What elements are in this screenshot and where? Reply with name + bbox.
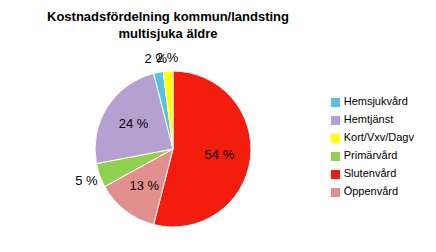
html-text:Kostnadsfördelning kommun/land: Kostnadsfördelning kommun/landsting mult…: [47, 9, 289, 41]
svg-text:54 %: 54 %: [205, 147, 235, 162]
html-text:Hemsjukvård: Hemsjukvård: [343, 95, 408, 107]
html-text:Hemtjänst: Hemtjänst: [343, 113, 394, 125]
svg-text:13 %: 13 %: [129, 178, 159, 193]
html-text:Kort/Vxv/Dagv: Kort/Vxv/Dagv: [343, 131, 414, 143]
svg-text:24 %: 24 %: [119, 116, 149, 131]
html-text:Slutenvård: Slutenvård: [343, 167, 397, 179]
html-text:Öppenvård: Öppenvård: [343, 185, 399, 197]
svg-text:2 %: 2 %: [156, 50, 179, 65]
svg-text:5 %: 5 %: [75, 173, 98, 188]
html-text:Primärvård: Primärvård: [343, 149, 398, 161]
